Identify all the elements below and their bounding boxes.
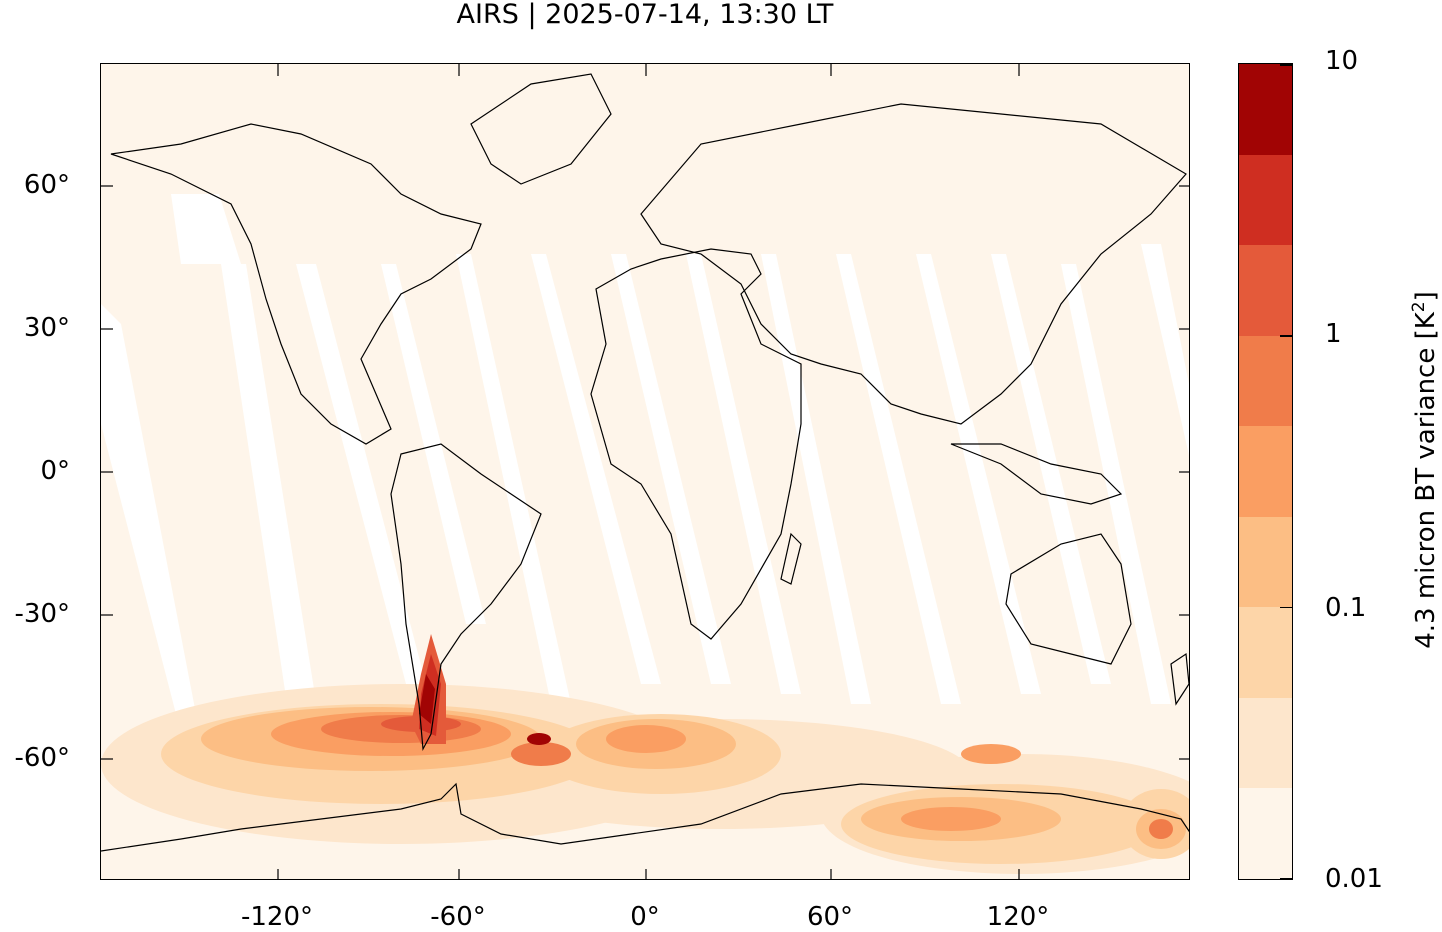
colorbar-band: [1239, 154, 1292, 246]
swath-gaps: [101, 194, 1189, 764]
variance-region: [1149, 819, 1173, 839]
coastline-antarctica: [101, 782, 1189, 852]
lon-tick-label: 120°: [986, 902, 1050, 932]
swath-gap: [296, 264, 426, 684]
colorbar-band: [1239, 516, 1292, 608]
colorbar-band: [1239, 697, 1292, 789]
colorbar-tick-label: 10: [1325, 46, 1359, 76]
colorbar-tick: [1280, 64, 1292, 66]
coastline-australia: [1005, 533, 1132, 665]
swath-gap: [101, 304, 196, 714]
colorbar-band: [1239, 606, 1292, 698]
colorbar: [1238, 63, 1293, 880]
variance-field: [101, 634, 1189, 874]
swath-gap: [761, 254, 871, 704]
swath-gap: [171, 194, 241, 264]
variance-region: [961, 744, 1021, 764]
colorbar-tick: [1280, 335, 1292, 337]
lon-tick-label: -60°: [430, 902, 486, 932]
colorbar-band: [1239, 787, 1292, 879]
colorbar-band: [1239, 425, 1292, 517]
swath-gap: [991, 254, 1111, 684]
coastline-madagascar: [780, 532, 802, 585]
colorbar-tick: [1280, 606, 1292, 609]
variance-region: [901, 807, 1001, 831]
colorbar-tick-label: 0.1: [1325, 593, 1367, 623]
colorbar-band: [1239, 64, 1292, 155]
swath-gap: [221, 264, 326, 764]
colorbar-title-sup: 2: [1409, 301, 1430, 313]
plot-title: AIRS | 2025-07-14, 13:30 LT: [456, 0, 834, 30]
map-svg: [101, 64, 1189, 879]
colorbar-band: [1239, 244, 1292, 336]
coastline-new-zealand: [1170, 652, 1189, 706]
colorbar-title-main: 4.3 micron BT variance [K: [1410, 312, 1441, 649]
coastlines: [101, 73, 1189, 852]
colorbar-tick-label: 0.01: [1325, 864, 1383, 894]
swath-gap: [1141, 244, 1189, 456]
map-panel: [100, 63, 1190, 880]
coastline-indonesia: [950, 443, 1123, 505]
coastline-south-america: [390, 443, 542, 752]
lat-tick-label: 0°: [40, 456, 70, 486]
swath-gap: [456, 254, 571, 704]
swath-gap: [531, 254, 661, 684]
colorbar-tick-label: 1: [1325, 319, 1342, 349]
colorbar-title-end: ]: [1410, 291, 1441, 302]
swath-gap: [611, 254, 731, 684]
lat-tick-label: -60°: [14, 743, 70, 773]
coastline-europe-africa: [590, 248, 802, 640]
colorbar-tick: [1280, 878, 1292, 879]
map-ticks: [101, 64, 1189, 879]
swath-gap: [381, 264, 486, 624]
lon-tick-label: -120°: [240, 902, 314, 932]
variance-region: [511, 742, 571, 766]
swath-gap: [836, 254, 961, 704]
colorbar-title: 4.3 micron BT variance [K2]: [1409, 291, 1441, 649]
lon-tick-label: 60°: [806, 902, 854, 932]
lat-tick-label: 30°: [23, 313, 70, 343]
colorbar-band: [1239, 335, 1292, 427]
lon-tick-label: 0°: [630, 902, 660, 932]
coastline-north-america: [110, 123, 482, 445]
swath-gap: [686, 254, 801, 694]
lat-tick-label: 60°: [23, 170, 70, 200]
lat-tick-label: -30°: [14, 599, 70, 629]
variance-region: [527, 733, 551, 745]
swath-gap: [1061, 264, 1171, 704]
variance-region: [606, 725, 686, 753]
coastline-asia: [640, 103, 1187, 425]
coastline-greenland: [470, 73, 612, 185]
variance-region: [419, 674, 435, 724]
